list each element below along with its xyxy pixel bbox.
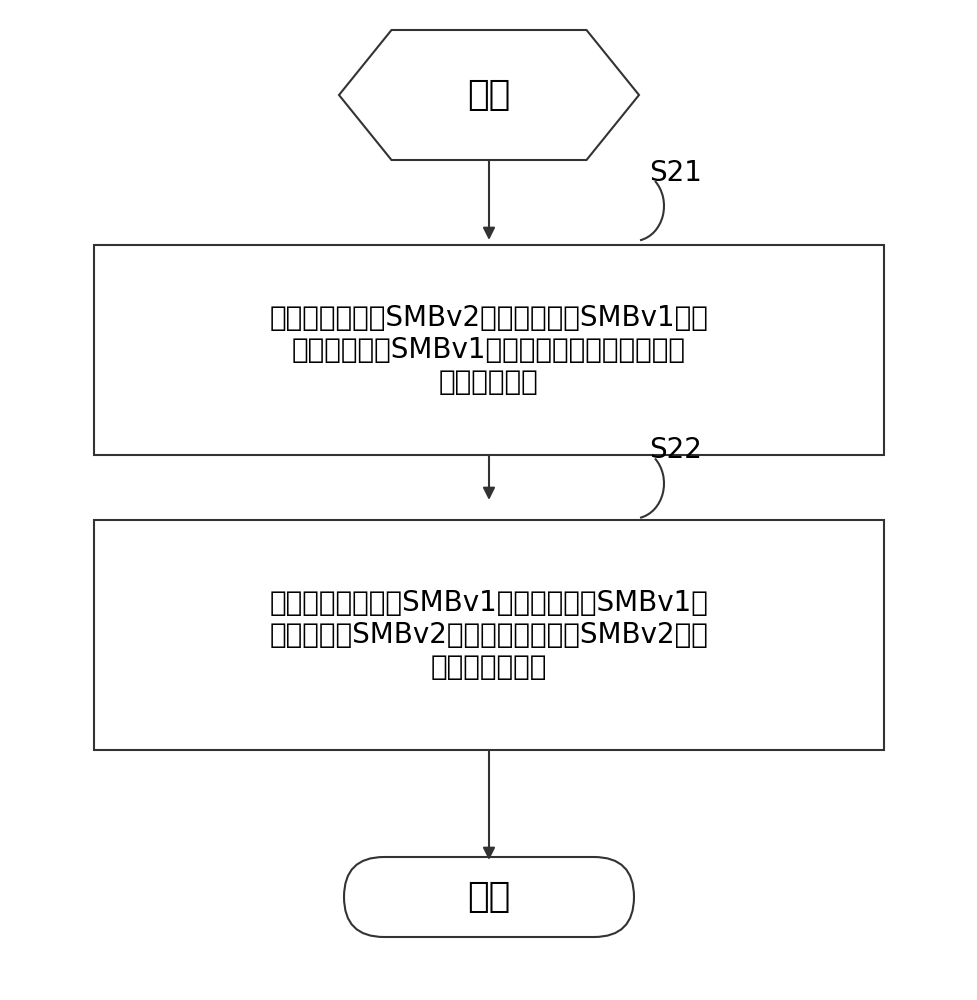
Text: 开始: 开始 [467, 78, 510, 112]
Polygon shape [339, 30, 638, 160]
Text: 包传送给客户端: 包传送给客户端 [431, 653, 546, 681]
FancyBboxPatch shape [94, 520, 883, 750]
FancyBboxPatch shape [344, 857, 633, 937]
Text: 将客户端发送的SMBv2请求包转换为SMBv1请求: 将客户端发送的SMBv2请求包转换为SMBv1请求 [270, 304, 707, 332]
Text: 结束: 结束 [467, 880, 510, 914]
Text: S21: S21 [649, 159, 701, 187]
FancyBboxPatch shape [94, 245, 883, 455]
Text: 将服务端根据所述SMBv1请求包发送的SMBv1回: 将服务端根据所述SMBv1请求包发送的SMBv1回 [270, 589, 707, 617]
Text: 应包转换为SMBv2回应包，并将所述SMBv2回应: 应包转换为SMBv2回应包，并将所述SMBv2回应 [270, 621, 707, 649]
Text: 包，并将所述SMBv1请求包传送给服务端，以便: 包，并将所述SMBv1请求包传送给服务端，以便 [292, 336, 685, 364]
Text: S22: S22 [649, 436, 701, 464]
Text: 与服务端通信: 与服务端通信 [439, 368, 538, 396]
